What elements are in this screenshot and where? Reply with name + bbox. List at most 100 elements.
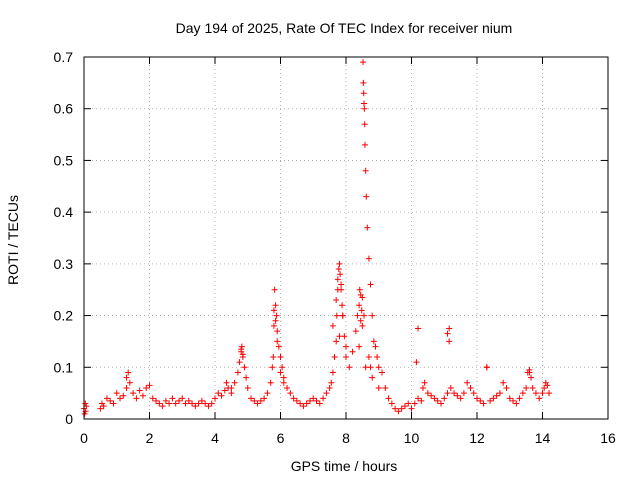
data-point	[231, 379, 238, 386]
data-point	[451, 390, 458, 397]
data-point	[300, 403, 307, 410]
data-point	[336, 260, 343, 267]
data-point	[369, 312, 376, 319]
data-point	[274, 338, 281, 345]
data-point	[539, 390, 546, 397]
data-point	[202, 400, 209, 407]
data-point	[329, 322, 336, 329]
data-point	[297, 400, 304, 407]
data-point	[411, 400, 418, 407]
data-point	[221, 387, 228, 394]
data-point	[215, 390, 222, 397]
data-point	[480, 400, 487, 407]
data-point	[248, 395, 255, 402]
data-point	[365, 255, 372, 262]
data-point	[146, 382, 153, 389]
data-point	[354, 312, 361, 319]
y-tick-label: 0.7	[54, 49, 74, 65]
data-point	[356, 286, 363, 293]
data-point	[223, 379, 230, 386]
data-point	[280, 374, 287, 381]
data-point	[375, 384, 382, 391]
data-point	[441, 395, 448, 402]
y-tick-label: 0.4	[54, 204, 74, 220]
data-point	[334, 276, 341, 283]
x-tick-label: 6	[277, 430, 285, 446]
data-point	[395, 408, 402, 415]
data-point	[175, 397, 182, 404]
data-point	[428, 392, 435, 399]
data-point	[238, 346, 245, 353]
data-point	[333, 297, 340, 304]
y-tick-label: 0	[65, 411, 73, 427]
data-point	[277, 369, 284, 376]
data-point	[500, 379, 507, 386]
data-point	[337, 271, 344, 278]
data-point	[117, 395, 124, 402]
data-point	[287, 390, 294, 397]
data-point	[329, 369, 336, 376]
data-point	[358, 307, 365, 314]
data-point	[467, 384, 474, 391]
y-tick-label: 0.2	[54, 308, 74, 324]
x-tick-label: 0	[80, 430, 88, 446]
data-point	[103, 395, 110, 402]
data-point	[364, 224, 371, 231]
data-point	[361, 312, 368, 319]
data-point	[392, 405, 399, 412]
data-point	[270, 307, 277, 314]
data-point	[205, 403, 212, 410]
data-point	[382, 384, 389, 391]
data-point	[234, 369, 241, 376]
data-point	[370, 338, 377, 345]
data-point	[460, 390, 467, 397]
data-point	[444, 330, 451, 337]
data-point	[290, 395, 297, 402]
data-point	[369, 374, 376, 381]
data-point	[477, 397, 484, 404]
chart-title: Day 194 of 2025, Rate Of TEC Index for r…	[176, 20, 513, 36]
data-point	[361, 141, 368, 148]
data-point	[335, 266, 342, 273]
data-point	[218, 392, 225, 399]
data-point	[503, 384, 510, 391]
data-point	[139, 392, 146, 399]
data-point	[272, 317, 279, 324]
data-point	[153, 397, 160, 404]
data-point	[415, 325, 422, 332]
data-point	[424, 390, 431, 397]
data-point	[339, 302, 346, 309]
data-point	[372, 343, 379, 350]
data-point	[208, 400, 215, 407]
data-point	[360, 59, 367, 66]
x-tick-labels: 0 2 4 6 8 10 12 14 16	[80, 430, 616, 446]
data-point	[336, 333, 343, 340]
data-point	[444, 390, 451, 397]
data-point	[493, 392, 500, 399]
data-point	[270, 322, 277, 329]
data-point	[125, 369, 132, 376]
data-point	[401, 403, 408, 410]
data-point	[367, 281, 374, 288]
data-point	[356, 343, 363, 350]
data-point	[506, 395, 513, 402]
data-point	[198, 397, 205, 404]
data-point	[418, 397, 425, 404]
data-point	[257, 397, 264, 404]
x-axis-label: GPS time / hours	[291, 458, 398, 474]
data-point	[434, 397, 441, 404]
data-point	[454, 392, 461, 399]
data-point	[320, 395, 327, 402]
data-point	[273, 312, 280, 319]
data-point	[243, 374, 250, 381]
data-point	[133, 395, 140, 402]
data-point	[359, 294, 366, 301]
data-point	[528, 374, 535, 381]
data-point	[254, 400, 261, 407]
data-point	[349, 348, 356, 355]
data-point	[405, 400, 412, 407]
x-tick-label: 8	[342, 430, 350, 446]
data-point	[333, 338, 340, 345]
data-point	[261, 395, 268, 402]
data-point	[413, 359, 420, 366]
